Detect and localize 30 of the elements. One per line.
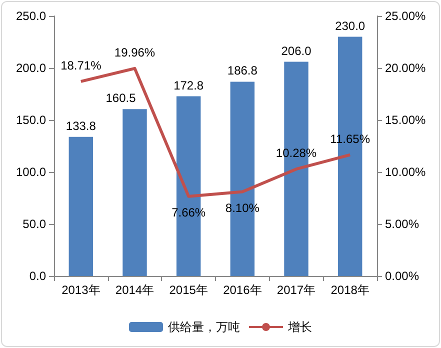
y-tick-label: 0.0 xyxy=(29,269,46,283)
bar xyxy=(68,136,94,276)
y2-tick-label: 0.00% xyxy=(385,269,420,283)
data-label: 18.71% xyxy=(60,58,102,72)
y-tick-label: 100.0 xyxy=(16,165,46,179)
x-tick-label: 2015年 xyxy=(169,283,208,297)
y-tick-label: 150.0 xyxy=(16,113,46,127)
data-label: 186.8 xyxy=(227,64,258,78)
x-tick-label: 2016年 xyxy=(223,283,262,297)
data-label: 172.8 xyxy=(174,78,204,92)
x-tick-label: 2018年 xyxy=(330,283,370,297)
y-tick-label: 250.0 xyxy=(16,9,46,23)
y2-tick-label: 10.00% xyxy=(385,165,426,179)
y-tick-label: 200.0 xyxy=(16,61,46,75)
y2-tick-label: 5.00% xyxy=(385,217,420,231)
data-label: 133.8 xyxy=(66,118,96,133)
legend-label: 增长 xyxy=(287,320,312,334)
y2-tick-label: 25.00% xyxy=(385,9,426,23)
y2-tick-label: 15.00% xyxy=(385,113,426,127)
legend-label: 供给量，万吨 xyxy=(168,320,240,334)
data-label: 230.0 xyxy=(335,18,366,33)
y2-tick-label: 20.00% xyxy=(385,61,426,75)
x-tick-label: 2013年 xyxy=(62,283,100,297)
data-label: 206.0 xyxy=(281,44,312,58)
bar xyxy=(122,109,147,276)
x-tick-label: 2017年 xyxy=(276,283,316,297)
data-label: 160.5 xyxy=(106,91,136,106)
data-label: 19.96% xyxy=(114,45,156,60)
x-tick-label: 2014年 xyxy=(115,283,154,297)
y-tick-label: 50.0 xyxy=(22,217,46,231)
